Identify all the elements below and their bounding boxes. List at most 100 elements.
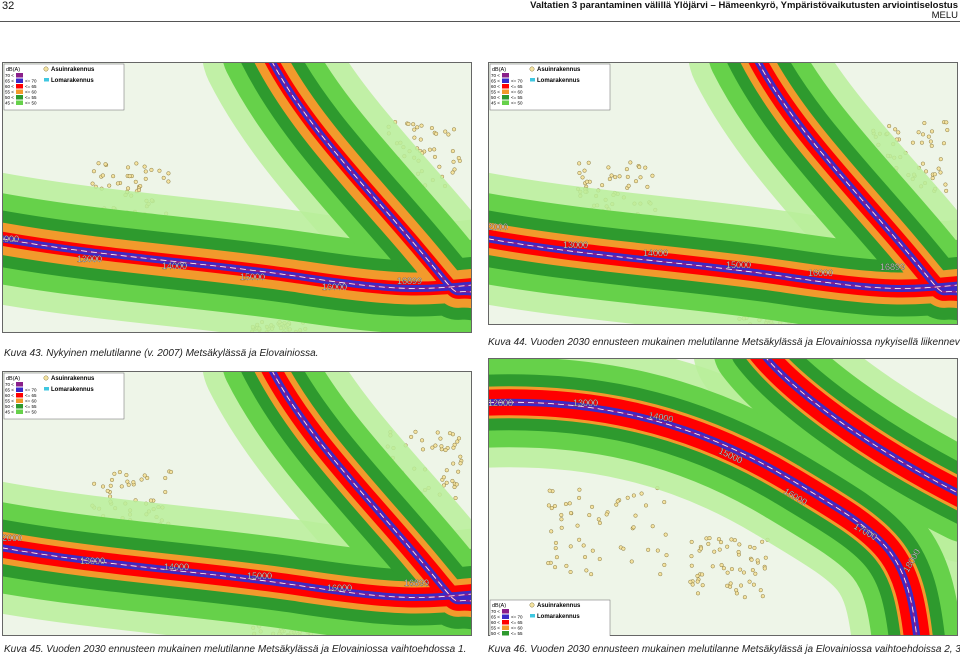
building: [587, 513, 592, 518]
building: [725, 583, 730, 588]
legend-lower: 70 <: [5, 382, 14, 387]
map-frame: [488, 62, 958, 325]
building: [617, 174, 622, 179]
noise-zone: [271, 371, 472, 603]
building: [547, 488, 552, 493]
building: [131, 480, 136, 485]
building: [415, 125, 420, 130]
building: [126, 186, 131, 191]
building: [658, 572, 663, 577]
building: [738, 327, 742, 331]
legend-lower: 45 <: [491, 637, 500, 642]
building: [744, 327, 748, 331]
legend-upper: <= 55: [25, 95, 37, 100]
building: [621, 546, 626, 551]
building: [107, 183, 112, 188]
building: [109, 477, 115, 482]
building: [742, 326, 746, 330]
chainage-label: 14000: [164, 562, 189, 572]
building: [751, 582, 756, 587]
building: [124, 472, 129, 478]
building: [750, 568, 755, 573]
building: [600, 183, 605, 188]
legend-marker-label: Lomarakennus: [51, 387, 94, 393]
legend-upper: <= 70: [25, 79, 37, 84]
building: [559, 525, 564, 530]
building: [932, 172, 937, 177]
building: [450, 149, 455, 154]
legend-marker: [43, 66, 49, 72]
building: [893, 127, 898, 132]
building: [277, 337, 281, 341]
header-rule: [0, 21, 960, 22]
building: [412, 135, 417, 140]
building: [615, 499, 620, 504]
legend-bg: [489, 599, 611, 636]
building: [92, 481, 97, 486]
legend-marker-label: Lomarakennus: [51, 78, 94, 84]
building: [139, 477, 144, 482]
building: [596, 517, 601, 522]
building: [762, 328, 766, 332]
chainage-label: 14000: [648, 410, 674, 424]
legend-lower: 70 <: [491, 73, 500, 78]
building: [614, 502, 619, 507]
building: [303, 339, 307, 343]
legend-lower: 65 <: [5, 79, 14, 84]
legend-swatch: [502, 625, 509, 630]
building: [584, 179, 590, 184]
chainage-label: 13000: [77, 254, 102, 264]
building: [689, 563, 694, 568]
legend-swatch: [16, 89, 23, 94]
building: [441, 475, 446, 480]
building: [119, 484, 124, 489]
legend-lower: 50 <: [491, 631, 500, 636]
building: [721, 566, 726, 571]
building: [945, 127, 950, 133]
building: [432, 154, 438, 159]
building: [606, 165, 611, 170]
legend-lower: 55 <: [5, 90, 14, 95]
building: [455, 439, 460, 444]
chainage-label: 13000: [80, 556, 105, 566]
legend-swatch: [502, 614, 509, 619]
building: [111, 174, 116, 179]
building: [650, 524, 655, 529]
building: [662, 500, 667, 505]
building: [760, 594, 765, 599]
legend-unit: dB(A): [492, 603, 506, 609]
building: [273, 339, 277, 343]
building: [454, 482, 459, 487]
building: [434, 131, 439, 136]
building: [631, 493, 636, 498]
legend-swatch: [16, 393, 23, 398]
building: [163, 475, 168, 481]
legend-lower: 65 <: [491, 615, 500, 620]
building: [582, 168, 587, 173]
building: [728, 581, 733, 586]
building: [117, 470, 122, 475]
building: [567, 501, 572, 506]
legend-swatch: [502, 84, 509, 89]
building: [784, 325, 788, 329]
building: [742, 324, 746, 325]
building: [142, 164, 147, 169]
chainage-label: 12000: [0, 234, 19, 244]
building: [597, 520, 602, 525]
building: [568, 544, 573, 549]
legend-lower: 50 <: [5, 404, 14, 409]
building: [443, 129, 448, 134]
legend-swatch: [502, 620, 509, 625]
building: [285, 333, 289, 337]
legend: dB(A)70 <65 < <= 70 60 < <= 65 55 < <= 60 50 <…: [3, 372, 125, 420]
building: [261, 636, 265, 640]
building: [549, 529, 554, 534]
building: [916, 130, 921, 135]
legend-swatch: [16, 100, 23, 105]
building: [100, 173, 105, 178]
legend-upper: <= 70: [25, 388, 37, 393]
chainage-label: 14000: [643, 248, 668, 258]
building: [427, 147, 432, 152]
legend-upper: <= 65: [511, 620, 523, 625]
legend-lower: 45 <: [5, 101, 14, 106]
